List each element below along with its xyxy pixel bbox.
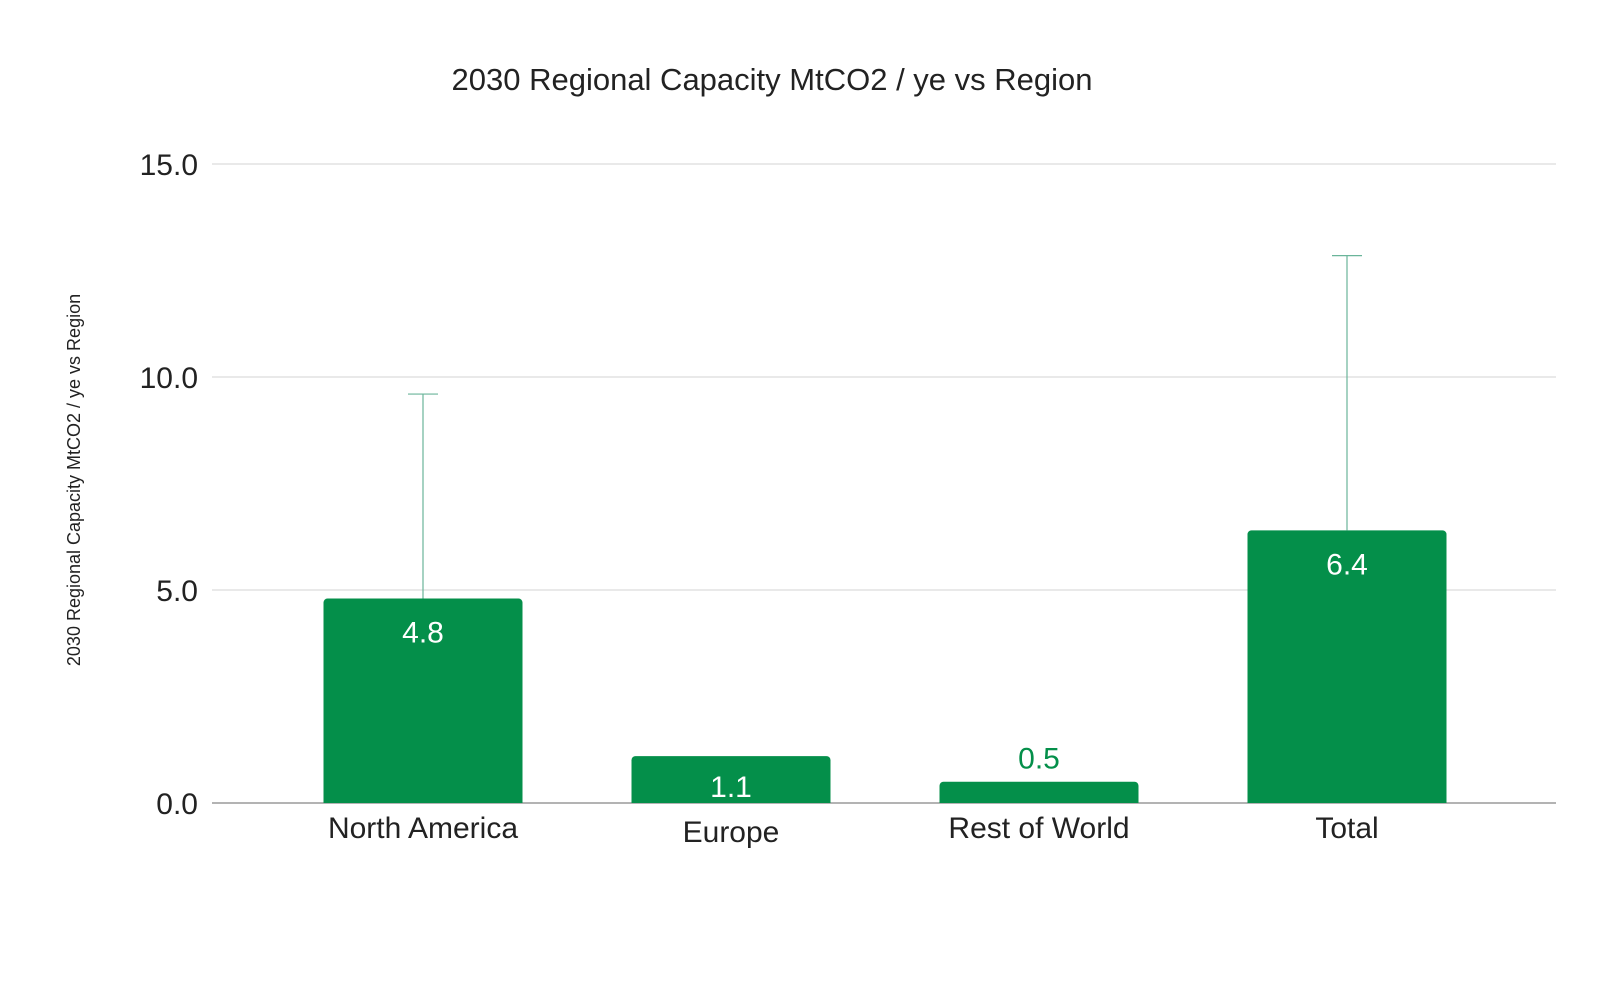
data-labels: 4.8 1.1 0.5 6.4 bbox=[402, 548, 1368, 804]
x-category-label: North America bbox=[328, 812, 518, 845]
y-tick-label: 5.0 bbox=[156, 575, 198, 608]
error-bars bbox=[408, 254, 1362, 599]
bar bbox=[1247, 530, 1447, 803]
x-category-label: Rest of World bbox=[948, 812, 1129, 845]
y-axis-label: 2030 Regional Capacity MtCO2 / ye vs Reg… bbox=[64, 294, 84, 666]
bars bbox=[323, 530, 1447, 803]
data-label: 0.5 bbox=[1018, 743, 1060, 776]
data-label: 1.1 bbox=[710, 771, 752, 804]
y-tick-label: 10.0 bbox=[140, 362, 198, 395]
y-tick-label: 0.0 bbox=[156, 788, 198, 821]
y-axis-ticks: 0.0 5.0 10.0 15.0 bbox=[140, 149, 198, 821]
data-label: 4.8 bbox=[402, 617, 444, 650]
bar-base bbox=[323, 797, 523, 803]
bar-base bbox=[1247, 797, 1447, 803]
bar bbox=[323, 598, 523, 803]
x-category-label: Total bbox=[1315, 812, 1378, 845]
data-label: 6.4 bbox=[1326, 548, 1368, 581]
y-tick-label: 15.0 bbox=[140, 149, 198, 182]
bar-base bbox=[939, 797, 1139, 803]
bar bbox=[631, 756, 831, 803]
chart-title: 2030 Regional Capacity MtCO2 / ye vs Reg… bbox=[452, 62, 1093, 97]
bar-base bbox=[631, 797, 831, 803]
x-category-label: Europe bbox=[683, 816, 780, 849]
x-axis-categories: North America Europe Rest of World Total bbox=[328, 812, 1379, 849]
